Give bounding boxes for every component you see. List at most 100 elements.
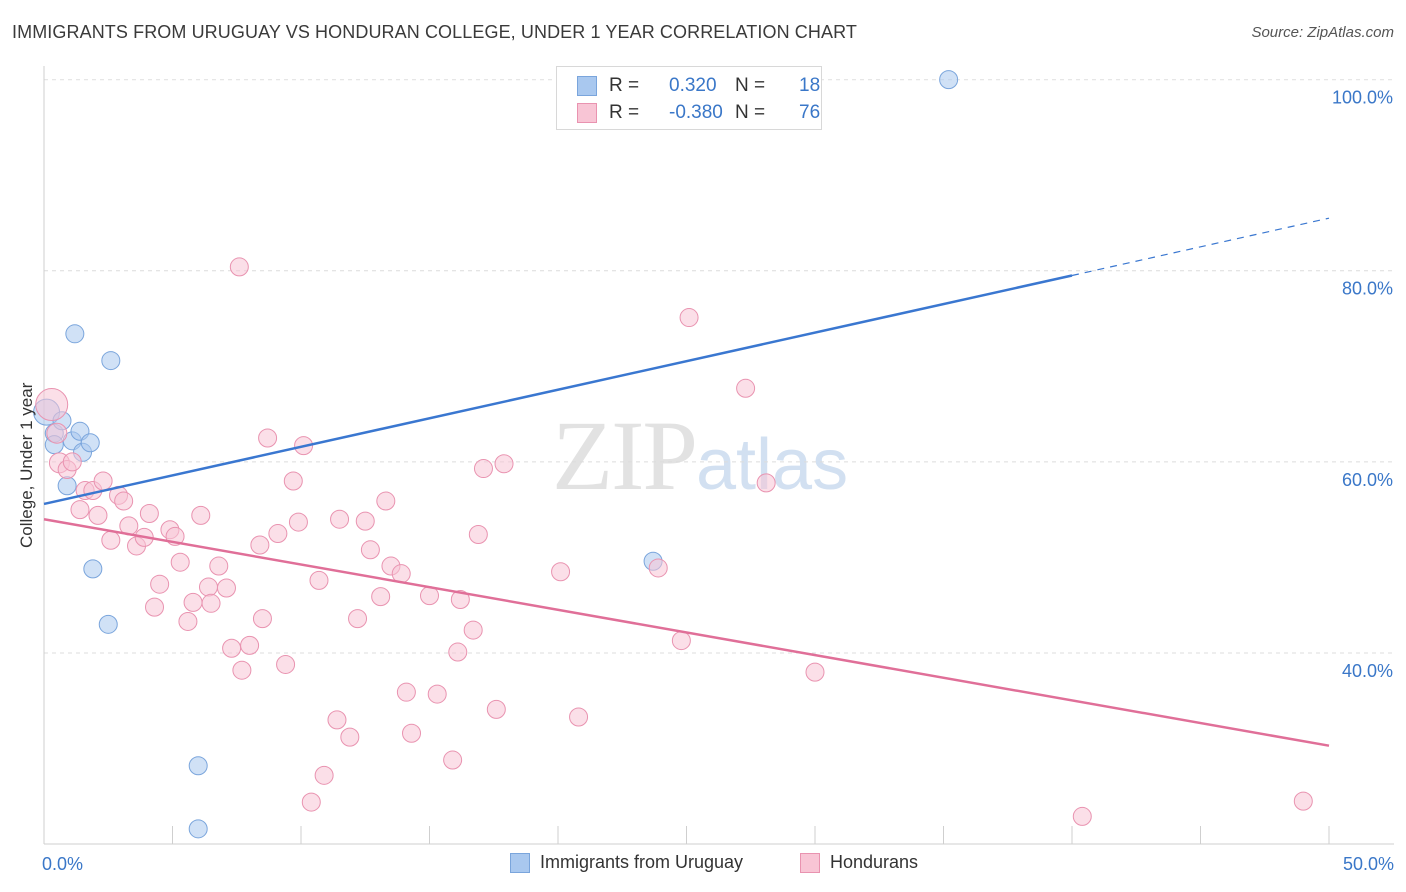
correlation-stats-box: R = 0.320 N = 18 R = -0.380 N = 76: [556, 66, 822, 130]
honduran-point: [70, 500, 90, 520]
honduran-point: [93, 471, 113, 491]
uruguay-point: [101, 351, 121, 371]
honduran-point: [396, 682, 416, 702]
stats-swatch-uruguay: [577, 76, 597, 96]
honduran-point: [150, 574, 170, 594]
honduran-point: [170, 552, 190, 572]
honduran-point: [494, 454, 514, 474]
honduran-point: [229, 257, 249, 277]
honduran-point: [427, 684, 447, 704]
honduran-point: [222, 638, 242, 658]
honduran-point: [101, 530, 121, 550]
honduran-point: [314, 765, 334, 785]
uruguay-point: [188, 756, 208, 776]
honduran-point: [348, 609, 368, 629]
chart-title: IMMIGRANTS FROM URUGUAY VS HONDURAN COLL…: [12, 22, 857, 42]
watermark-zip: ZIP: [552, 400, 698, 511]
honduran-point: [145, 597, 165, 617]
honduran-point: [551, 562, 571, 582]
honduran-point: [340, 727, 360, 747]
honduran-point: [114, 491, 134, 511]
honduran-point: [258, 428, 278, 448]
honduran-point: [139, 503, 159, 523]
honduran-point: [355, 511, 375, 531]
honduran-point: [468, 524, 488, 544]
legend-swatch-uruguay: [510, 852, 530, 873]
honduran-point: [679, 308, 699, 328]
stats-r-value: -0.380: [669, 102, 723, 123]
honduran-point: [402, 723, 422, 743]
honduran-point: [301, 792, 321, 812]
honduran-point: [88, 505, 108, 525]
honduran-trend-line: [43, 517, 1330, 747]
honduran-point: [288, 512, 308, 532]
stats-r-value: 0.320: [669, 75, 717, 96]
y-tick-label: 100.0%: [1332, 88, 1393, 108]
stats-r-label: R =: [609, 102, 640, 123]
stats-n-value: 18: [799, 75, 821, 96]
honduran-point: [46, 422, 68, 444]
honduran-point: [209, 556, 229, 576]
uruguay-point: [65, 324, 85, 344]
honduran-point: [648, 558, 668, 578]
uruguay-point: [939, 70, 959, 90]
legend-item-hondurans[interactable]: Hondurans: [800, 852, 918, 873]
honduran-point: [62, 452, 82, 472]
legend-swatch-hondurans: [800, 852, 820, 873]
honduran-point: [371, 587, 391, 607]
honduran-point: [240, 635, 260, 655]
honduran-point: [232, 660, 252, 680]
honduran-point: [330, 509, 350, 529]
honduran-point: [443, 750, 463, 770]
legend-label-hondurans: Hondurans: [830, 852, 919, 872]
y-tick-label: 80.0%: [1342, 279, 1393, 299]
stats-r-label: R =: [609, 75, 640, 96]
honduran-point: [569, 707, 589, 727]
uruguay-point: [80, 433, 100, 453]
honduran-point: [250, 535, 270, 555]
honduran-point: [756, 473, 776, 493]
legend-label-uruguay: Immigrants from Uruguay: [540, 852, 744, 872]
honduran-point: [327, 710, 347, 730]
honduran-point: [463, 620, 483, 640]
stats-n-label: N =: [735, 75, 766, 96]
y-tick-label: 40.0%: [1342, 661, 1393, 681]
watermark-atlas: atlas: [696, 425, 849, 505]
honduran-point: [376, 491, 396, 511]
uruguay-trend-extension: [1071, 217, 1330, 277]
honduran-point: [191, 505, 211, 525]
stats-n-label: N =: [735, 102, 766, 123]
honduran-point: [283, 471, 303, 491]
honduran-point: [1072, 806, 1092, 826]
uruguay-point: [83, 559, 103, 579]
honduran-point: [360, 540, 380, 560]
honduran-point: [736, 378, 756, 398]
x-tick-label: 0.0%: [42, 854, 83, 874]
honduran-point: [805, 662, 825, 682]
honduran-point: [450, 589, 470, 609]
honduran-point: [201, 593, 221, 613]
chart-legend: Immigrants from Uruguay Hondurans: [0, 852, 1406, 878]
y-axis-label: College, Under 1 year: [17, 382, 36, 548]
stats-n-value: 76: [799, 102, 821, 123]
honduran-point: [183, 592, 203, 612]
honduran-point: [216, 578, 236, 598]
uruguay-point: [188, 819, 208, 839]
stats-swatch-hondurans: [577, 103, 597, 123]
honduran-point: [252, 609, 272, 629]
honduran-point: [276, 654, 296, 674]
zipatlas-watermark: ZIPatlas: [552, 398, 848, 513]
honduran-point: [198, 577, 218, 597]
honduran-point: [473, 459, 493, 479]
honduran-point: [309, 570, 329, 590]
uruguay-point: [57, 476, 77, 496]
honduran-point: [486, 699, 506, 719]
honduran-point: [35, 388, 69, 422]
legend-item-uruguay[interactable]: Immigrants from Uruguay: [510, 852, 743, 873]
honduran-point: [1293, 791, 1313, 811]
honduran-point: [268, 524, 288, 544]
x-tick-label: 50.0%: [1343, 854, 1394, 874]
honduran-point: [671, 631, 691, 651]
uruguay-trend-line: [43, 274, 1073, 506]
